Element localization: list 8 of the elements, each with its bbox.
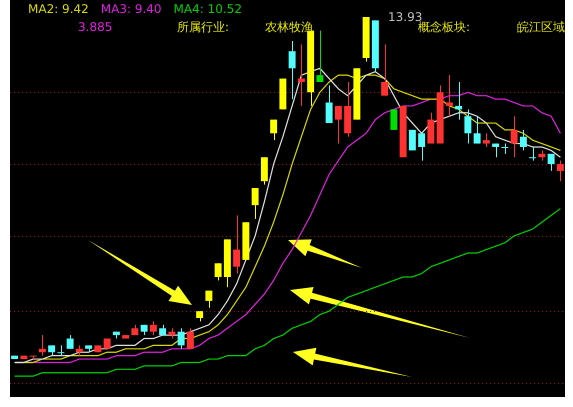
annotation: 3.885 <box>78 20 112 34</box>
text: MA4: 10.52 <box>174 2 242 16</box>
text: MA3: 9.40 <box>100 2 162 16</box>
annotation: 所属行业: <box>177 20 230 34</box>
text: MA2: 9.42 <box>28 2 89 16</box>
annotation: 概念板块: <box>418 20 470 34</box>
annotation: 皖江区域 <box>517 20 565 34</box>
annotation: 农林牧渔 <box>265 20 313 34</box>
